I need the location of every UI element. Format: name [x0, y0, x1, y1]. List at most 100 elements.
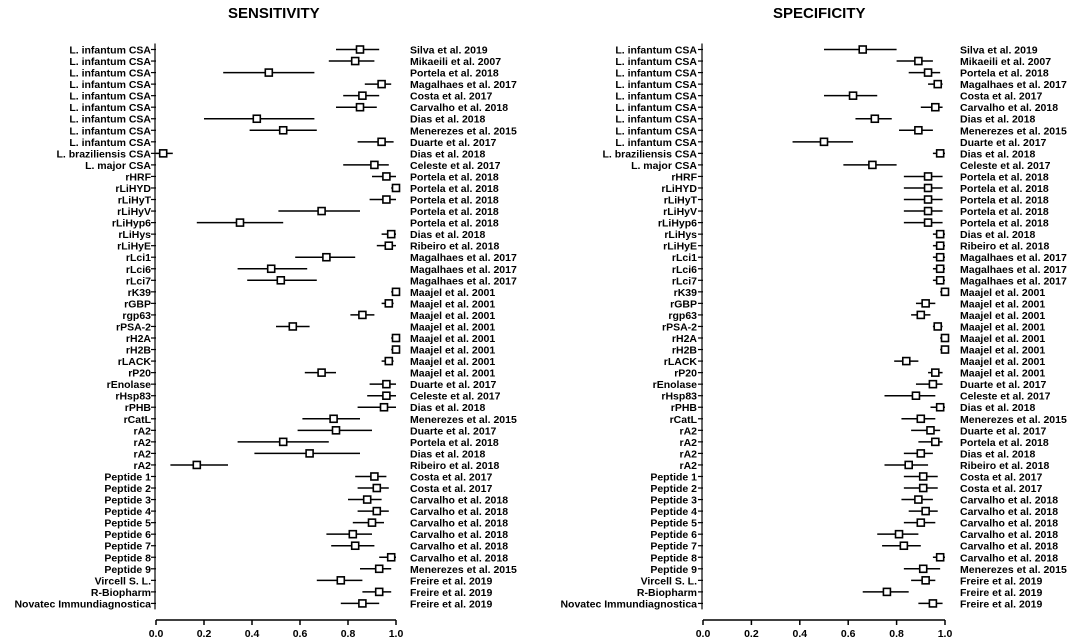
point-estimate: [931, 437, 940, 447]
sensitivity-row: Peptide 8 Carvalho et al. 2018: [104, 552, 508, 564]
row-label: rLiHys: [118, 229, 151, 241]
row-label: Peptide 7: [650, 541, 697, 553]
specificity-row: L. infantum CSA Magalhaes et al. 2017: [615, 79, 1067, 91]
point-estimate: [235, 218, 245, 227]
point-estimate: [264, 68, 274, 77]
sensitivity-row: rHsp83 Celeste et al. 2017: [115, 391, 500, 403]
sensitivity-row: rLci1 Magalhaes et al. 2017: [126, 252, 517, 264]
point-estimate: [935, 149, 945, 158]
row-label: rLiHyp6: [112, 218, 151, 230]
study-label: Menerezes et al. 2015: [960, 414, 1067, 426]
sensitivity-row: Peptide 2 Costa et al. 2017: [104, 483, 492, 495]
study-label: Mikaeili et al. 2007: [960, 56, 1051, 68]
specificity-row: Peptide 8 Carvalho et al. 2018: [650, 552, 1058, 564]
specificity-row: L. infantum CSA Dias et al. 2018: [615, 114, 1035, 126]
point-estimate: [391, 345, 401, 354]
point-estimate: [935, 229, 945, 239]
study-label: Maajel et al. 2001: [960, 345, 1045, 357]
study-label: Maajel et al. 2001: [960, 298, 1045, 310]
point-estimate: [384, 356, 394, 366]
sensitivity-row: rP20 Maajel et al. 2001: [128, 368, 495, 380]
sensitivity-row: rH2B Maajel et al. 2001: [126, 345, 495, 357]
study-label: Menerezes et al. 2015: [410, 125, 517, 137]
study-label: Carvalho et al. 2018: [410, 541, 508, 553]
sensitivity-row: L. infantum CSA Duarte et al. 2017: [69, 137, 496, 149]
study-label: Maajel et al. 2001: [410, 321, 495, 333]
study-label: Costa et al. 2017: [960, 471, 1042, 483]
row-label: rH2A: [672, 333, 698, 345]
row-label: rH2B: [126, 345, 152, 357]
specificity-row: rA2 Dias et al. 2018: [679, 448, 1035, 460]
point-estimate: [935, 402, 945, 412]
point-estimate: [355, 45, 365, 54]
specificity-row: rCatL Menerezes et al. 2015: [670, 414, 1067, 426]
row-label: Peptide 8: [650, 552, 697, 564]
row-label: L. infantum CSA: [69, 45, 151, 57]
row-label: rEnolase: [107, 379, 152, 391]
study-label: Duarte et al. 2017: [960, 137, 1047, 149]
point-estimate: [819, 137, 829, 147]
specificity-row: rHRF Portela et al. 2018: [671, 171, 1049, 183]
study-label: Celeste et al. 2017: [410, 391, 501, 403]
study-label: Maajel et al. 2001: [960, 356, 1045, 368]
row-label: rLiHyT: [118, 195, 152, 207]
row-label: Novatec Immundiagnostica: [560, 598, 697, 610]
sensitivity-row: L. infantum CSA Carvalho et al. 2018: [69, 102, 508, 114]
row-label: L. infantum CSA: [615, 137, 697, 149]
study-label: Freire et al. 2019: [960, 587, 1042, 599]
sensitivity-row: L. infantum CSA Magalhaes et al. 2017: [69, 79, 517, 91]
row-label: rA2: [679, 437, 697, 449]
point-estimate: [266, 264, 276, 274]
specificity-row: rLiHyE Ribeiro et al. 2018: [663, 241, 1049, 253]
specificity-row: rA2 Duarte et al. 2017: [679, 425, 1046, 437]
sensitivity-row: rLiHYD Portela et al. 2018: [115, 183, 498, 195]
study-label: Portela et al. 2018: [410, 218, 499, 230]
study-label: Carvalho et al. 2018: [410, 518, 508, 530]
study-label: Maajel et al. 2001: [410, 368, 495, 380]
row-label: rHRF: [671, 171, 697, 183]
point-estimate: [926, 426, 935, 435]
row-label: rLiHyE: [663, 241, 697, 253]
specificity-tick-label: 0.6: [841, 628, 856, 640]
study-label: Portela et al. 2018: [960, 195, 1049, 207]
row-label: L. major CSA: [631, 160, 697, 172]
study-label: Menerezes et al. 2015: [410, 414, 517, 426]
study-label: Menerezes et al. 2015: [960, 564, 1067, 576]
sensitivity-row: rPSA-2 Maajel et al. 2001: [116, 321, 495, 333]
point-estimate: [918, 472, 928, 481]
study-label: Duarte et al. 2017: [960, 425, 1047, 437]
specificity-tick-label: 0.2: [744, 628, 759, 640]
point-estimate: [329, 414, 338, 424]
study-label: Menerezes et al. 2015: [410, 564, 517, 576]
row-label: Peptide 2: [650, 483, 697, 495]
sensitivity-row: rA2 Portela et al. 2018: [133, 437, 498, 449]
sensitivity-row: Peptide 3 Carvalho et al. 2018: [104, 495, 508, 507]
point-estimate: [940, 287, 950, 297]
row-label: Peptide 9: [650, 564, 697, 576]
point-estimate: [350, 541, 360, 551]
specificity-row: rLiHyV Portela et al. 2018: [663, 206, 1049, 218]
row-label: Vircell S. L.: [95, 575, 151, 587]
study-label: Carvalho et al. 2018: [410, 552, 508, 564]
sensitivity-row: rA2 Ribeiro et al. 2018: [133, 460, 499, 472]
point-estimate: [391, 183, 401, 193]
sensitivity-row: Peptide 5 Carvalho et al. 2018: [104, 518, 508, 530]
row-label: rLiHyE: [117, 241, 151, 253]
specificity-row: rLci6 Magalhaes et al. 2017: [672, 264, 1067, 276]
study-label: Carvalho et al. 2018: [960, 552, 1058, 564]
row-label: rEnolase: [653, 379, 698, 391]
row-label: rGBP: [670, 298, 697, 310]
row-label: L. infantum CSA: [69, 91, 151, 103]
row-label: rA2: [679, 460, 697, 472]
sensitivity-row: rLci6 Magalhaes et al. 2017: [126, 264, 517, 276]
study-label: Costa et al. 2017: [410, 483, 492, 495]
sensitivity-row: rGBP Maajel et al. 2001: [124, 298, 495, 310]
specificity-row: rA2 Ribeiro et al. 2018: [679, 460, 1049, 472]
study-label: Carvalho et al. 2018: [960, 518, 1058, 530]
row-label: rHRF: [125, 171, 151, 183]
row-label: Peptide 3: [104, 495, 151, 507]
study-label: Maajel et al. 2001: [410, 345, 495, 357]
specificity-row: L. infantum CSA Mikaeili et al. 2007: [615, 56, 1051, 68]
row-label: L. infantum CSA: [69, 114, 151, 126]
point-estimate: [911, 391, 921, 401]
